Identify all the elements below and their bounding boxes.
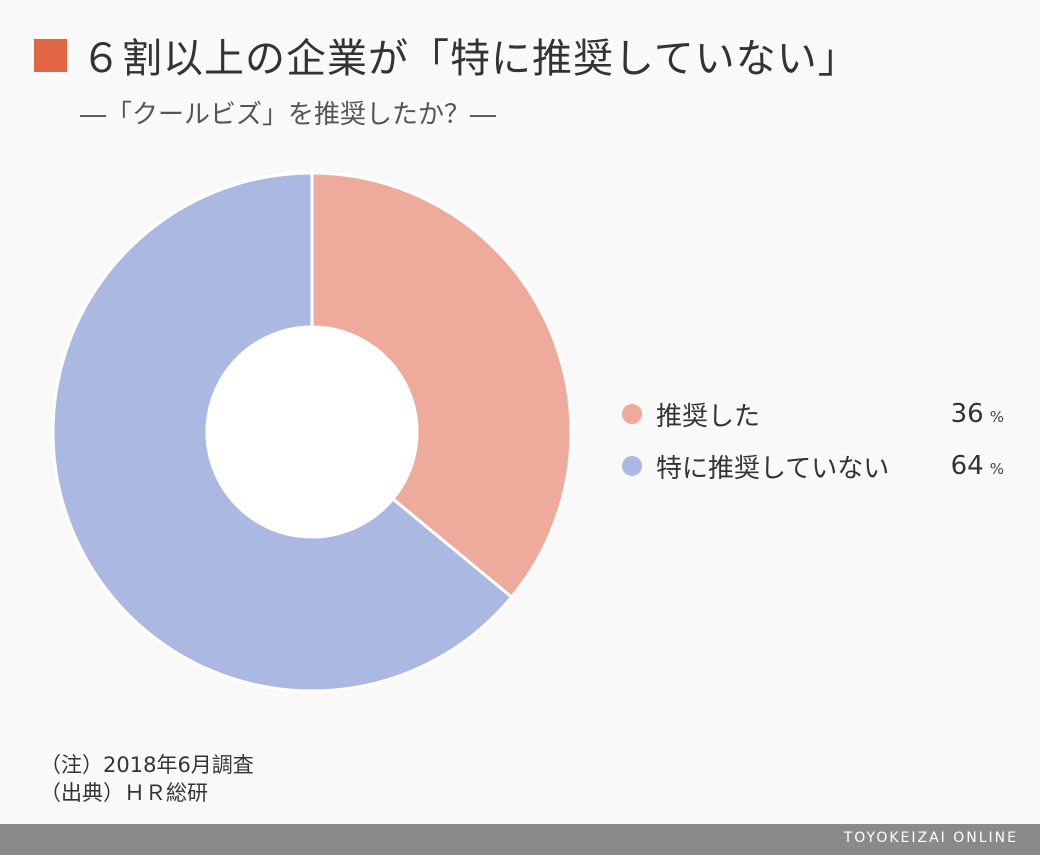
- footer-brand: TOYOKEIZAI ONLINE: [843, 830, 1018, 846]
- legend-value-not-recommended: 64%: [951, 451, 1004, 481]
- slice-not-recommended: [51, 171, 514, 693]
- chart-title: ６割以上の企業が「特に推奨していない」: [81, 36, 859, 82]
- source-note: （出典）ＨＲ総研: [40, 781, 208, 805]
- legend-swatch-not-recommended: [622, 456, 642, 476]
- legend-number-recommended: 36: [950, 399, 984, 429]
- notes: （注）2018年6月調査 （出典）ＨＲ総研: [40, 751, 254, 807]
- legend-number-not-recommended: 64: [950, 451, 984, 481]
- legend-item-not-recommended: 特に推奨していない 64%: [622, 440, 1012, 492]
- chart-subtitle: ―「クールビズ」を推奨したか？―: [80, 100, 497, 130]
- title-square-icon: [34, 38, 67, 72]
- legend-label-not-recommended: 特に推奨していない: [656, 453, 890, 484]
- title-row: ６割以上の企業が「特に推奨していない」: [34, 26, 859, 84]
- legend-unit-not-recommended: %: [989, 460, 1004, 478]
- footer-bar: TOYOKEIZAI ONLINE: [0, 824, 1040, 855]
- legend-label-recommended: 推奨した: [656, 401, 761, 432]
- donut-hole: [208, 328, 416, 536]
- legend-swatch-recommended: [622, 404, 642, 424]
- legend: 推奨した 36% 特に推奨していない 64%: [622, 388, 1012, 492]
- survey-note: （注）2018年6月調査: [40, 753, 254, 777]
- slice-recommended: [310, 171, 573, 600]
- legend-item-recommended: 推奨した 36%: [622, 388, 1012, 440]
- legend-value-recommended: 36%: [951, 399, 1004, 429]
- legend-unit-recommended: %: [989, 408, 1004, 426]
